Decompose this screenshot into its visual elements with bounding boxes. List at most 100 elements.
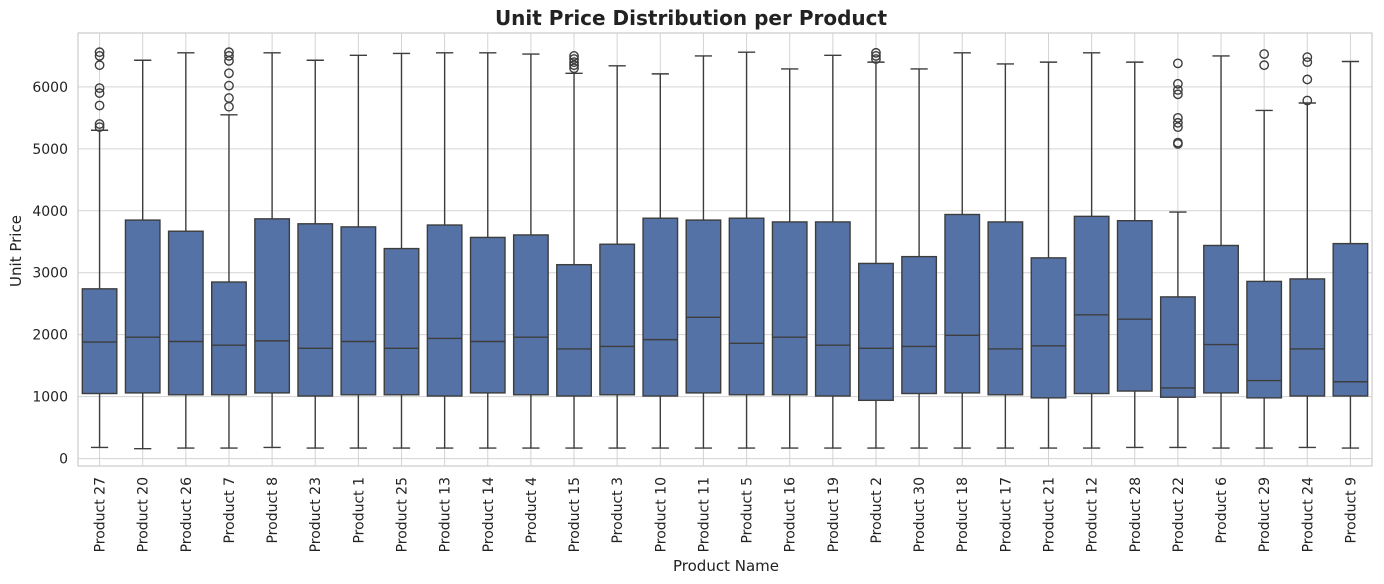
iqr-box: [728, 217, 765, 396]
iqr-box: [1289, 278, 1326, 397]
outlier-point: [1173, 112, 1183, 123]
iqr-box: [599, 243, 636, 396]
iqr-box: [1030, 257, 1067, 399]
x-tick-label: Product 21: [1042, 477, 1058, 552]
iqr-box: [1332, 242, 1369, 397]
box-product-14: [469, 52, 506, 449]
outlier-point: [871, 51, 881, 61]
iqr-box: [1159, 296, 1196, 398]
iqr-box: [1246, 280, 1283, 399]
box-product-10: [642, 73, 679, 449]
x-tick-label: Product 22: [1171, 477, 1187, 552]
x-tick-label: Product 4: [524, 477, 540, 544]
outlier-point: [94, 100, 105, 111]
x-tick-label: Product 2: [869, 477, 885, 544]
box-product-25: [383, 52, 420, 449]
box-product-7: [211, 47, 247, 449]
x-tick-label: Product 10: [653, 477, 669, 552]
iqr-box: [944, 213, 981, 394]
x-tick-label: Product 5: [740, 477, 756, 544]
x-tick-label: Product 6: [1214, 477, 1230, 544]
x-tick-label: Product 8: [265, 477, 281, 544]
outlier-point: [224, 51, 234, 61]
box-product-15: [556, 51, 592, 449]
outlier-point: [1259, 60, 1270, 71]
iqr-box: [254, 218, 291, 394]
box-product-16: [771, 68, 808, 449]
outlier-point: [1259, 49, 1270, 59]
x-tick-label: Product 29: [1257, 477, 1273, 552]
iqr-box: [1073, 215, 1110, 395]
iqr-box: [642, 217, 679, 397]
iqr-box: [383, 247, 420, 396]
y-tick-label: 0: [59, 452, 68, 468]
outlier-point: [94, 119, 105, 129]
box-product-19: [814, 54, 851, 449]
iqr-box: [814, 221, 851, 397]
outlier-point: [569, 60, 579, 71]
box-product-18: [944, 52, 981, 449]
box-product-12: [1073, 52, 1110, 449]
outlier-point: [569, 54, 579, 64]
x-tick-label: Product 19: [826, 477, 842, 552]
box-product-8: [254, 52, 291, 449]
x-tick-label: Product 3: [610, 477, 626, 544]
outlier-point: [224, 93, 234, 103]
iqr-box: [512, 234, 549, 396]
outlier-point: [871, 54, 881, 64]
x-tick-label: Product 7: [222, 477, 238, 544]
iqr-box: [340, 226, 377, 396]
iqr-box: [297, 223, 334, 397]
y-tick-label: 5000: [32, 142, 68, 158]
box-product-21: [1030, 61, 1067, 449]
x-tick-label: Product 27: [93, 477, 109, 552]
outlier-point: [569, 51, 579, 61]
outlier-point: [224, 68, 234, 79]
x-tick-label: Product 20: [136, 477, 152, 552]
x-tick-label: Product 25: [395, 477, 411, 552]
x-tick-label: Product 13: [438, 477, 454, 552]
iqr-box: [469, 236, 506, 394]
box-series: [81, 47, 1369, 450]
outlier-point: [569, 57, 579, 68]
box-product-17: [987, 63, 1024, 449]
x-tick-label: Product 14: [481, 477, 497, 553]
y-tick-label: 2000: [32, 328, 68, 344]
box-product-11: [685, 55, 722, 449]
iqr-box: [1203, 244, 1239, 394]
box-product-5: [728, 51, 765, 449]
plot-border: [77, 32, 1373, 467]
outlier-point: [1302, 52, 1313, 63]
outlier-point: [871, 47, 881, 58]
outlier-point: [94, 88, 105, 98]
plot-frame: [77, 32, 1373, 467]
x-tick-label: Product 16: [783, 477, 799, 553]
y-tick-label: 6000: [32, 80, 68, 96]
box-product-4: [512, 53, 549, 449]
outlier-point: [1173, 89, 1183, 100]
x-tick-label: Product 1: [351, 477, 367, 544]
box-product-13: [426, 52, 463, 449]
iqr-box: [124, 219, 161, 394]
outlier-point: [569, 63, 579, 74]
outlier-point: [1173, 78, 1183, 89]
x-tick-label: Product 28: [1128, 477, 1144, 552]
box-product-2: [858, 47, 894, 449]
iqr-box: [771, 221, 808, 396]
iqr-box: [211, 281, 247, 396]
box-product-28: [1116, 61, 1153, 449]
x-axis-label: Product Name: [673, 557, 779, 575]
iqr-box: [901, 255, 938, 395]
y-axis-label: Unit Price: [7, 215, 25, 287]
outlier-point: [224, 47, 234, 58]
box-product-9: [1332, 60, 1369, 449]
outlier-point: [94, 122, 105, 133]
y-tick-label: 3000: [32, 266, 68, 282]
x-tick-label: Product 12: [1085, 477, 1101, 552]
outlier-point: [1302, 57, 1313, 68]
outlier-point: [94, 51, 105, 61]
box-product-20: [124, 59, 161, 450]
x-tick-label: Product 9: [1343, 477, 1359, 544]
outlier-point: [1173, 137, 1183, 148]
